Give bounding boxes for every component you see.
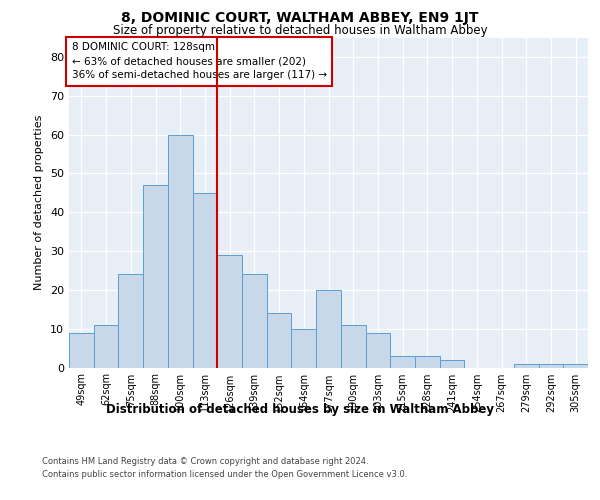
Bar (514, 364, 539, 368)
Bar (267, 313, 292, 368)
Bar (217, 255, 242, 368)
Text: Distribution of detached houses by size in Waltham Abbey: Distribution of detached houses by size … (106, 402, 494, 415)
Text: 8, DOMINIC COURT, WALTHAM ABBEY, EN9 1JT: 8, DOMINIC COURT, WALTHAM ABBEY, EN9 1JT (121, 11, 479, 25)
Bar (69, 332, 94, 368)
Text: Contains public sector information licensed under the Open Government Licence v3: Contains public sector information licen… (42, 470, 407, 479)
Bar (316, 290, 341, 368)
Bar (242, 274, 267, 368)
Bar (143, 185, 168, 368)
Bar (118, 274, 143, 368)
Bar (365, 332, 390, 368)
Bar (193, 193, 217, 368)
Bar (292, 328, 316, 368)
Text: 8 DOMINIC COURT: 128sqm
← 63% of detached houses are smaller (202)
36% of semi-d: 8 DOMINIC COURT: 128sqm ← 63% of detache… (71, 42, 327, 80)
Bar (563, 364, 588, 368)
Y-axis label: Number of detached properties: Number of detached properties (34, 115, 44, 290)
Text: Contains HM Land Registry data © Crown copyright and database right 2024.: Contains HM Land Registry data © Crown c… (42, 458, 368, 466)
Bar (390, 356, 415, 368)
Bar (440, 360, 464, 368)
Bar (415, 356, 440, 368)
Text: Size of property relative to detached houses in Waltham Abbey: Size of property relative to detached ho… (113, 24, 487, 37)
Bar (94, 325, 118, 368)
Bar (168, 134, 193, 368)
Bar (341, 325, 365, 368)
Bar (539, 364, 563, 368)
